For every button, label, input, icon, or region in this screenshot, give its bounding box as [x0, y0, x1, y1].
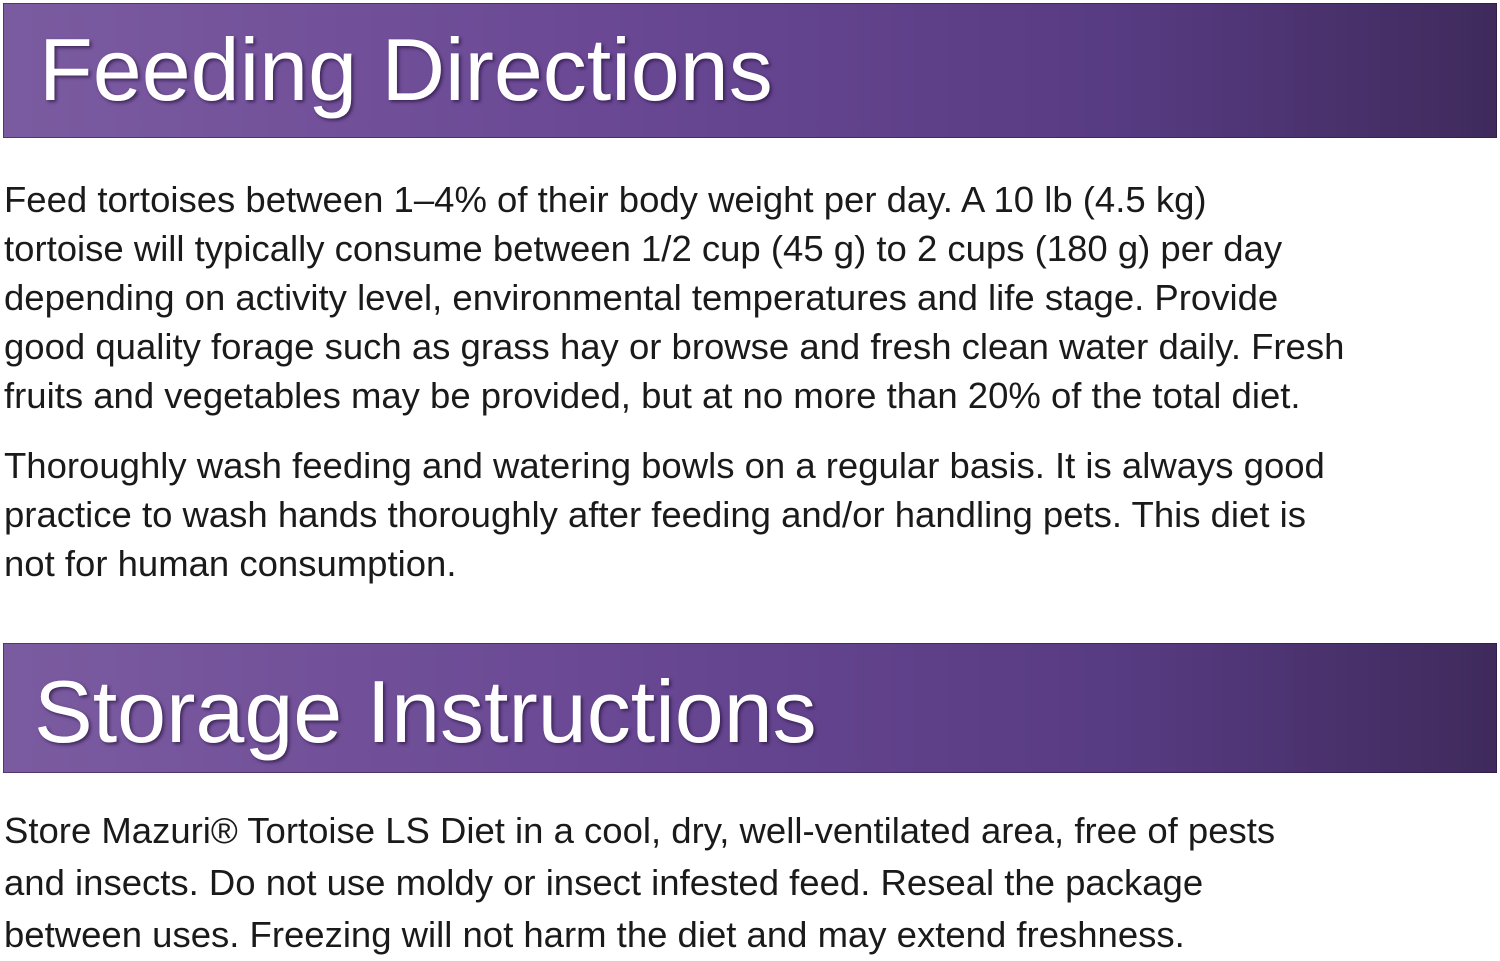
feeding-directions-heading: Feeding Directions [39, 20, 773, 119]
feeding-directions-banner: Feeding Directions [3, 3, 1497, 138]
storage-instructions-heading: Storage Instructions [34, 662, 817, 761]
feeding-paragraph-1-line: good quality forage such as grass hay or… [4, 326, 1345, 367]
storage-paragraph-line: and insects. Do not use moldy or insect … [4, 862, 1204, 903]
feeding-paragraph-1-line: fruits and vegetables may be provided, b… [4, 375, 1301, 416]
feeding-paragraph-1-line: Feed tortoises between 1–4% of their bod… [4, 179, 1207, 220]
feeding-paragraph-1-line: depending on activity level, environment… [4, 277, 1279, 318]
feeding-paragraph-2-line: practice to wash hands thoroughly after … [4, 494, 1306, 535]
storage-paragraph-line: Store Mazuri® Tortoise LS Diet in a cool… [4, 810, 1276, 851]
feeding-paragraph-2-line: Thoroughly wash feeding and watering bow… [4, 445, 1325, 486]
feeding-paragraph-2-line: not for human consumption. [4, 543, 457, 584]
storage-paragraph-line: between uses. Freezing will not harm the… [4, 914, 1185, 955]
feeding-paragraph-1-line: tortoise will typically consume between … [4, 228, 1283, 269]
storage-instructions-banner: Storage Instructions [3, 643, 1497, 773]
